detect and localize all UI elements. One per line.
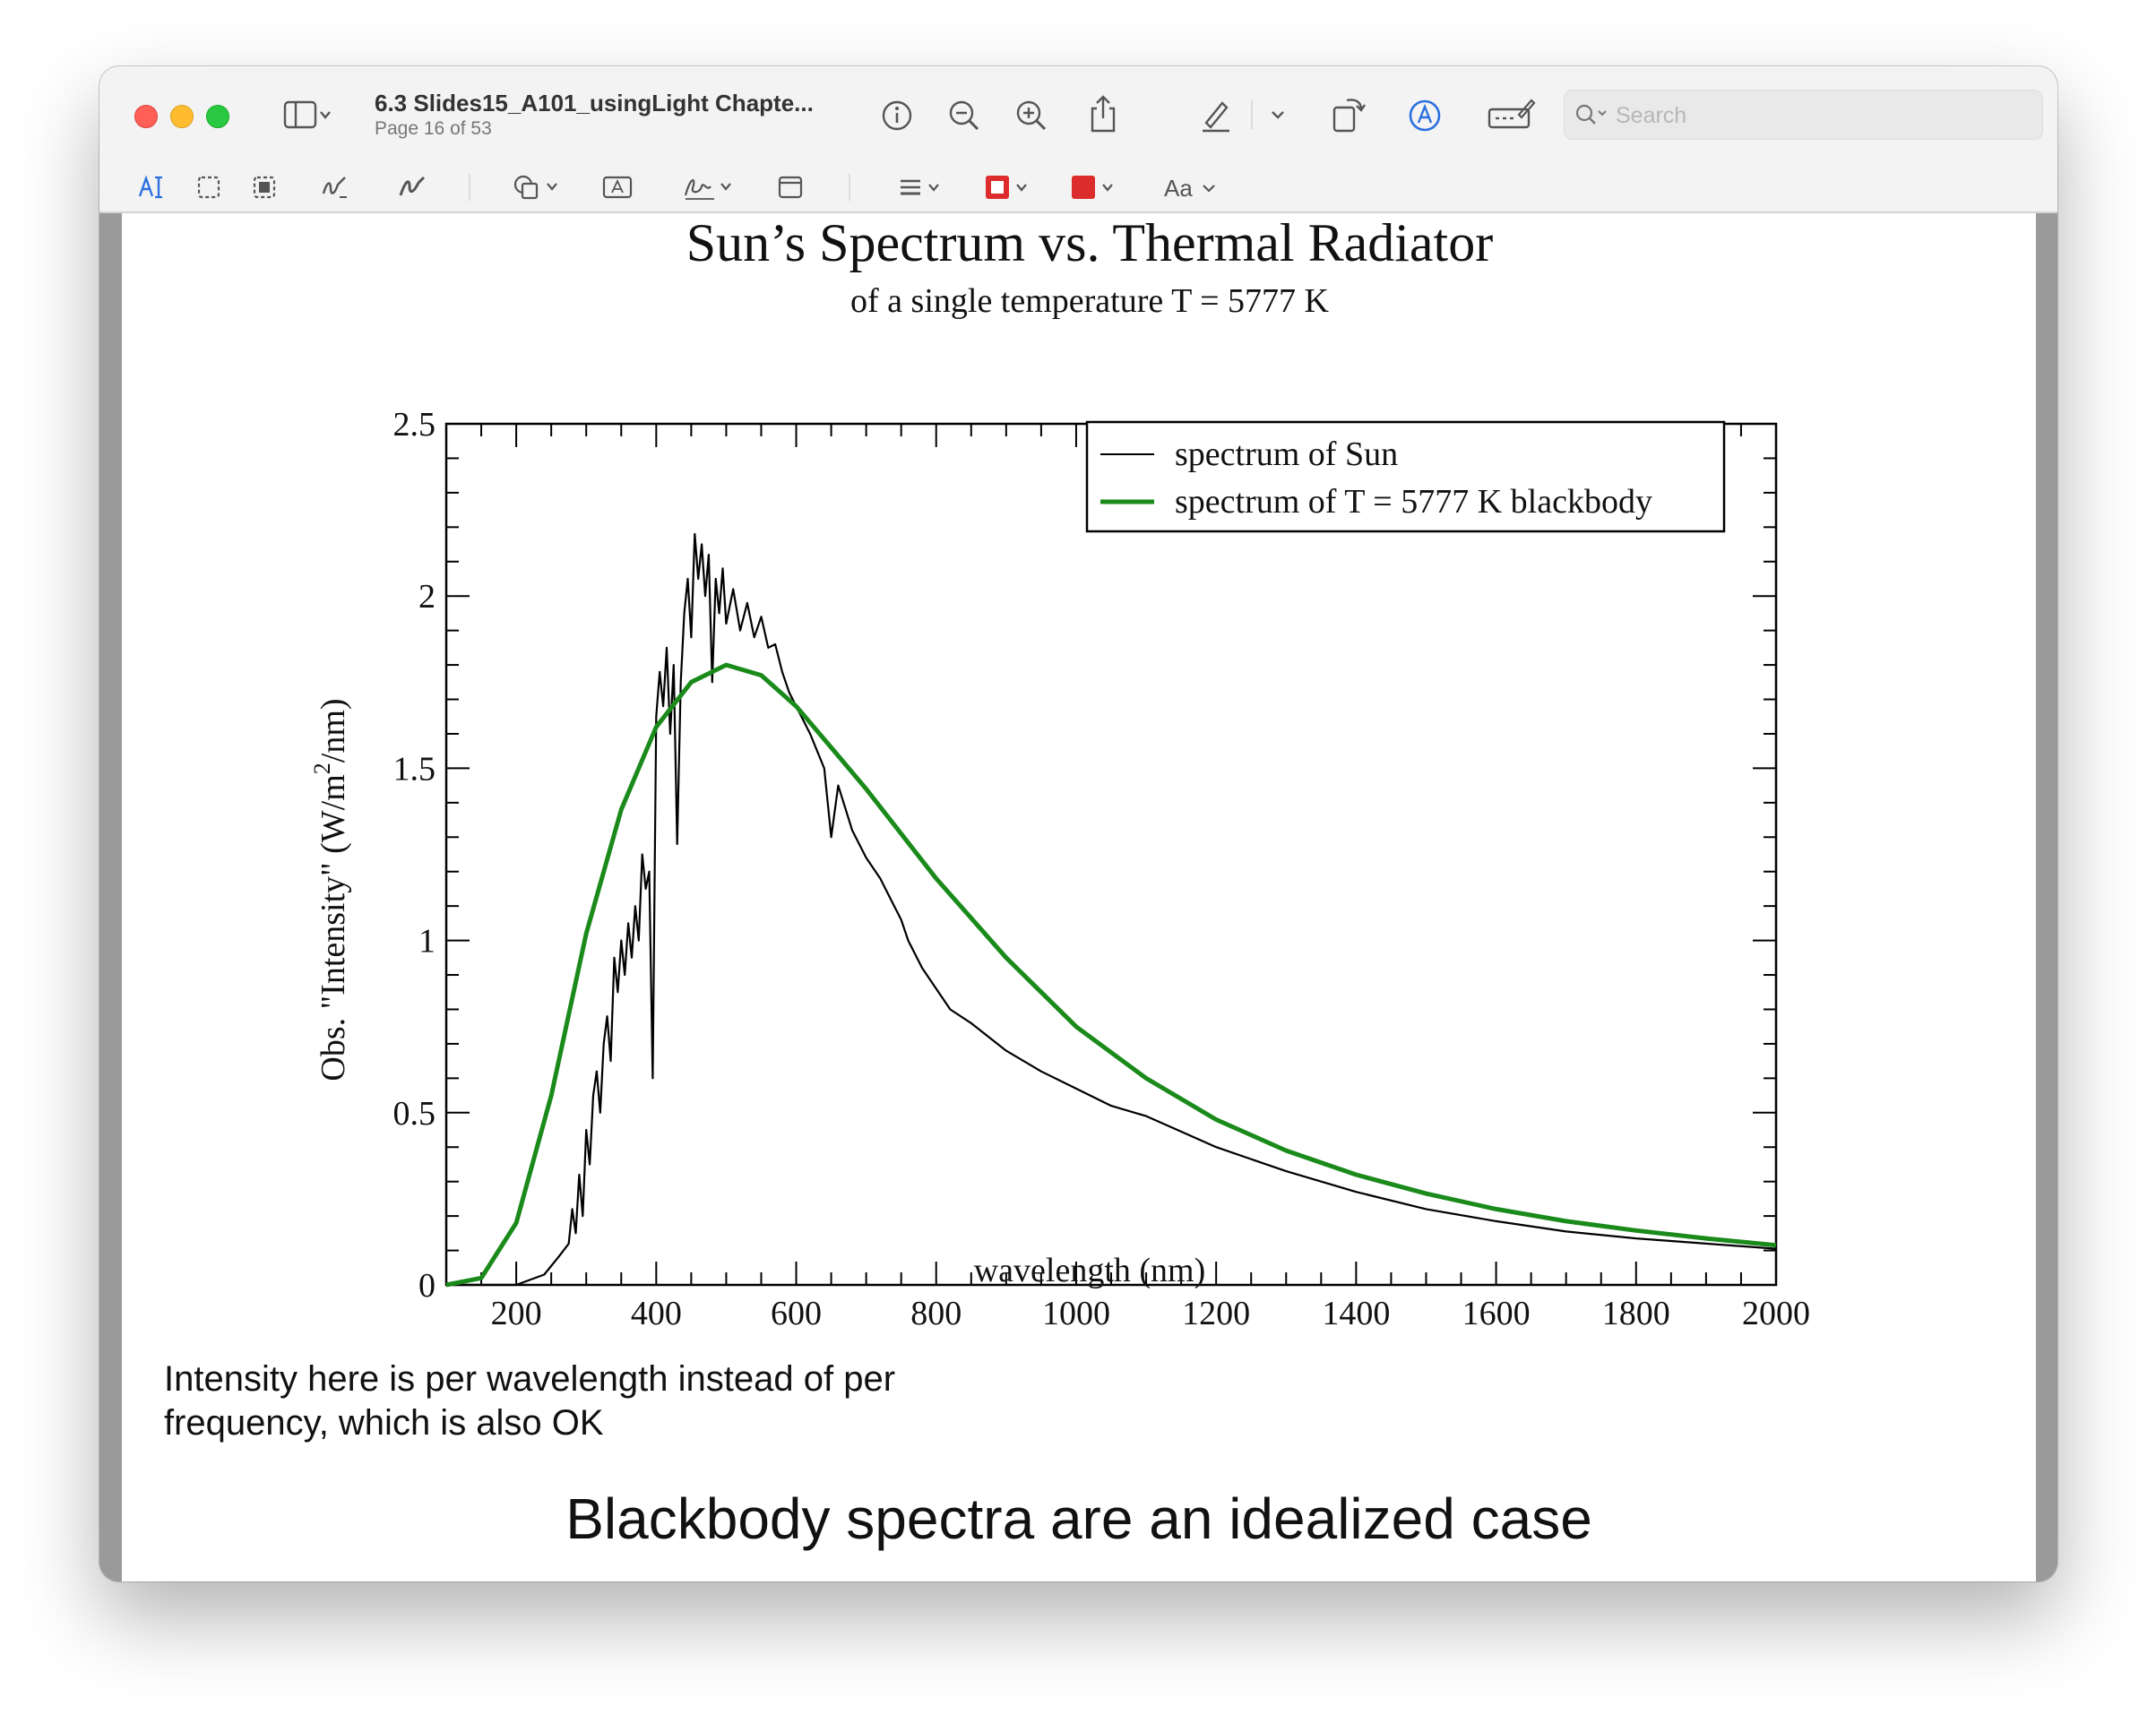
x-tick-label: 800 xyxy=(910,1295,962,1332)
sketch-icon[interactable] xyxy=(320,174,350,201)
form-fill-icon[interactable] xyxy=(1487,95,1537,134)
toolbar-divider xyxy=(99,211,2057,213)
search-field[interactable]: Search xyxy=(1564,90,2043,140)
search-placeholder: Search xyxy=(1616,103,1687,128)
preview-window: 6.3 Slides15_A101_usingLight Chapte... P… xyxy=(99,66,2057,1581)
legend-label-sun: spectrum of Sun xyxy=(1175,435,1398,473)
y-tick-label: 2 xyxy=(418,578,436,616)
blackbody-curve-line xyxy=(445,662,1777,1288)
window-toolbar: 6.3 Slides15_A101_usingLight Chapte... P… xyxy=(99,66,2057,213)
draw-icon[interactable] xyxy=(397,174,427,201)
sidebar-toggle-icon[interactable] xyxy=(283,97,333,133)
toolbar-separator xyxy=(849,174,850,201)
zoom-window-button[interactable] xyxy=(206,105,229,128)
border-color-icon[interactable] xyxy=(983,173,1035,202)
slide-caption: Blackbody spectra are an idealized case xyxy=(565,1487,1592,1551)
close-window-button[interactable] xyxy=(134,105,158,128)
document-title: 6.3 Slides15_A101_usingLight Chapte... xyxy=(375,90,814,116)
page-status: Page 16 of 53 xyxy=(375,118,492,139)
rectangular-selection-icon[interactable] xyxy=(196,175,221,200)
chart-frame: 200 400 600 800 1000 1200 1400 1600 1800 2000 0 0.5… xyxy=(393,406,1811,1332)
chart-subtitle: of a single temperature T = 5777 K xyxy=(850,282,1330,320)
rotate-icon[interactable] xyxy=(1329,93,1368,134)
x-tick-label: 1200 xyxy=(1182,1295,1250,1332)
chart-legend: spectrum of Sun spectrum of T = 5777 K b… xyxy=(1085,420,1726,533)
x-tick-label: 1400 xyxy=(1322,1295,1390,1332)
shapes-icon[interactable] xyxy=(512,173,564,202)
zoom-out-icon[interactable] xyxy=(946,98,982,134)
search-icon xyxy=(1575,104,1607,125)
text-box-icon[interactable] xyxy=(602,175,633,200)
text-style-button[interactable]: Aa xyxy=(1164,175,1193,202)
info-icon[interactable] xyxy=(879,98,915,134)
zoom-in-icon[interactable] xyxy=(1013,98,1049,134)
chart-title: Sun’s Spectrum vs. Thermal Radiator xyxy=(686,213,1493,272)
x-tick-label: 1600 xyxy=(1462,1295,1531,1332)
signature-icon[interactable] xyxy=(682,172,737,203)
slide-note: Intensity here is per wavelength instead… xyxy=(164,1359,896,1443)
legend-box xyxy=(1085,420,1726,533)
chart-series xyxy=(445,532,1777,1288)
y-tick-label: 1.5 xyxy=(393,750,436,788)
x-axis-label: wavelength (nm) xyxy=(974,1252,1206,1289)
highlight-pen-icon[interactable] xyxy=(1197,96,1235,134)
y-axis-label-main: Obs. "Intensity" (W/m xyxy=(315,774,352,1081)
note-icon[interactable] xyxy=(777,175,804,200)
y-tick-label: 0 xyxy=(418,1267,436,1305)
toolbar-separator xyxy=(1251,100,1253,129)
legend-label-blackbody: spectrum of T = 5777 K blackbody xyxy=(1175,483,1652,521)
y-axis-label-superscript: 2 xyxy=(309,763,335,774)
pdf-page: 200 400 600 800 1000 1200 1400 1600 1800 2000 0 0.5… xyxy=(122,213,2036,1581)
toolbar-separator xyxy=(469,174,470,201)
line-style-icon[interactable] xyxy=(897,175,949,200)
y-tick-label: 0.5 xyxy=(393,1095,436,1133)
sun-spectrum-line xyxy=(446,532,1777,1287)
text-selection-icon[interactable] xyxy=(137,172,166,203)
plot-frame xyxy=(444,422,1778,1287)
x-tick-label: 1800 xyxy=(1602,1295,1670,1332)
x-tick-label: 2000 xyxy=(1742,1295,1810,1332)
y-axis-label-tail: /nm) xyxy=(315,698,352,763)
spectrum-chart: 200 400 600 800 1000 1200 1400 1600 1800 2000 0 0.5… xyxy=(309,213,1811,1332)
x-tick-label: 600 xyxy=(771,1295,822,1332)
chevron-down-icon[interactable] xyxy=(1198,177,1220,199)
x-tick-label: 400 xyxy=(631,1295,682,1332)
redact-icon[interactable] xyxy=(252,175,277,200)
x-tick-label: 1000 xyxy=(1042,1295,1110,1332)
fill-color-icon[interactable] xyxy=(1069,173,1121,202)
chevron-down-icon[interactable] xyxy=(1267,104,1289,125)
minimize-window-button[interactable] xyxy=(170,105,194,128)
y-tick-label: 2.5 xyxy=(393,406,436,444)
markup-icon[interactable] xyxy=(1406,97,1444,134)
y-tick-label: 1 xyxy=(418,923,436,961)
x-tick-label: 200 xyxy=(491,1295,542,1332)
share-icon[interactable] xyxy=(1085,93,1121,134)
y-axis-label: Obs. "Intensity" (W/m2/nm) xyxy=(309,698,352,1081)
